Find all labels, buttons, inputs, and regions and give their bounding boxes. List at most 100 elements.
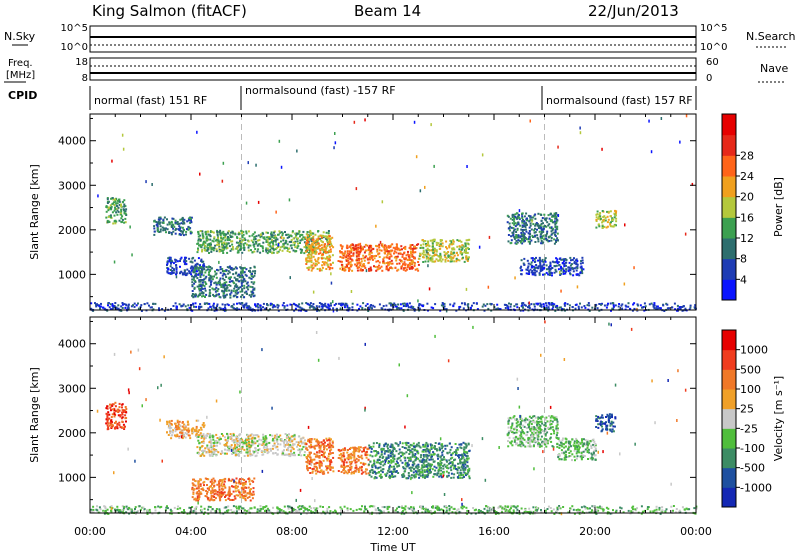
echo-pixel bbox=[123, 203, 126, 206]
echo-pixel bbox=[118, 219, 121, 222]
nsky-tick-low: 10^0 bbox=[61, 42, 88, 53]
echo-pixel bbox=[318, 466, 321, 469]
echo-pixel bbox=[180, 230, 182, 233]
echo-pixel bbox=[238, 491, 241, 494]
echo-pixel bbox=[357, 247, 360, 250]
echo-pixel bbox=[357, 246, 360, 249]
echo-pixel bbox=[347, 257, 350, 260]
echo-pixel bbox=[309, 304, 312, 307]
echo-pixel bbox=[296, 240, 299, 243]
echo-pixel bbox=[601, 221, 604, 224]
echo-pixel bbox=[95, 305, 98, 308]
echo-pixel bbox=[623, 282, 626, 286]
echo-pixel bbox=[223, 287, 226, 290]
echo-pixel bbox=[202, 292, 205, 294]
echo-pixel bbox=[251, 251, 254, 254]
echo-pixel bbox=[187, 434, 190, 437]
echo-pixel bbox=[519, 240, 522, 242]
echo-pixel bbox=[349, 261, 352, 264]
echo-pixel bbox=[211, 487, 214, 489]
echo-pixel bbox=[529, 241, 532, 243]
echo-pixel bbox=[220, 487, 223, 490]
echo-pixel bbox=[328, 307, 331, 310]
echo-pixel bbox=[310, 259, 313, 262]
echo-pixel bbox=[345, 254, 348, 257]
echo-pixel bbox=[204, 233, 207, 236]
echo-pixel bbox=[210, 495, 213, 497]
echo-pixel bbox=[572, 267, 575, 270]
echo-pixel bbox=[299, 449, 302, 452]
echo-pixel bbox=[684, 232, 687, 236]
echo-pixel bbox=[259, 234, 262, 237]
echo-pixel bbox=[289, 303, 292, 306]
echo-region bbox=[304, 437, 335, 475]
echo-pixel bbox=[266, 304, 269, 307]
echo-pixel bbox=[238, 479, 241, 482]
echo-pixel bbox=[214, 489, 217, 492]
echo-pixel bbox=[318, 456, 321, 459]
echo-pixel bbox=[435, 258, 438, 261]
echo-pixel bbox=[537, 224, 540, 227]
echo-pixel bbox=[316, 468, 319, 471]
echo-pixel bbox=[544, 225, 547, 227]
echo-pixel bbox=[227, 270, 230, 273]
echo-pixel bbox=[517, 215, 519, 218]
echo-pixel bbox=[340, 302, 343, 305]
echo-pixel bbox=[283, 305, 286, 308]
echo-pixel bbox=[325, 231, 328, 234]
echo-pixel bbox=[221, 491, 224, 494]
echo-pixel bbox=[550, 226, 553, 229]
echo-pixel bbox=[512, 214, 515, 217]
echo-pixel bbox=[328, 250, 330, 253]
echo-pixel bbox=[311, 238, 314, 241]
echo-pixel bbox=[373, 265, 375, 268]
echo-pixel bbox=[243, 306, 246, 309]
echo-pixel bbox=[247, 246, 250, 249]
echo-pixel bbox=[171, 226, 173, 228]
echo-pixel bbox=[283, 445, 286, 448]
echo-pixel bbox=[183, 428, 186, 431]
echo-pixel bbox=[434, 260, 437, 263]
echo-pixel bbox=[422, 251, 425, 254]
echo-pixel bbox=[201, 281, 204, 284]
echo-pixel bbox=[174, 219, 177, 222]
echo-pixel bbox=[531, 264, 533, 267]
echo-pixel bbox=[356, 258, 359, 261]
echo-pixel bbox=[568, 266, 571, 269]
echo-pixel bbox=[599, 215, 602, 218]
echo-pixel bbox=[262, 232, 265, 235]
echo-pixel bbox=[168, 423, 171, 426]
echo-pixel bbox=[328, 235, 331, 238]
echo-pixel bbox=[328, 256, 331, 258]
echo-pixel bbox=[198, 496, 201, 499]
echo-pixel bbox=[193, 282, 196, 285]
echo-pixel bbox=[552, 306, 555, 308]
echo-pixel bbox=[481, 153, 484, 157]
echo-pixel bbox=[243, 284, 246, 287]
echo-pixel bbox=[361, 269, 364, 272]
echo-pixel bbox=[408, 302, 411, 305]
echo-pixel bbox=[487, 307, 490, 310]
echo-pixel bbox=[229, 436, 232, 439]
echo-pixel bbox=[231, 448, 234, 451]
echo-pixel bbox=[198, 480, 201, 483]
echo-pixel bbox=[290, 240, 292, 243]
echo-pixel bbox=[519, 241, 522, 244]
echo-pixel bbox=[204, 477, 207, 480]
echo-pixel bbox=[224, 307, 227, 310]
echo-pixel bbox=[577, 305, 580, 308]
echo-pixel bbox=[409, 264, 411, 267]
echo-pixel bbox=[236, 440, 239, 442]
echo-pixel bbox=[448, 244, 451, 247]
echo-pixel bbox=[426, 248, 429, 251]
echo-pixel bbox=[396, 246, 398, 249]
echo-pixel bbox=[395, 251, 398, 254]
echo-pixel bbox=[355, 254, 358, 257]
echo-pixel bbox=[313, 447, 316, 450]
echo-pixel bbox=[118, 402, 121, 405]
echo-pixel bbox=[330, 461, 333, 464]
echo-pixel bbox=[169, 269, 172, 271]
echo-pixel bbox=[287, 443, 290, 446]
echo-pixel bbox=[464, 243, 467, 246]
echo-pixel bbox=[194, 263, 197, 266]
